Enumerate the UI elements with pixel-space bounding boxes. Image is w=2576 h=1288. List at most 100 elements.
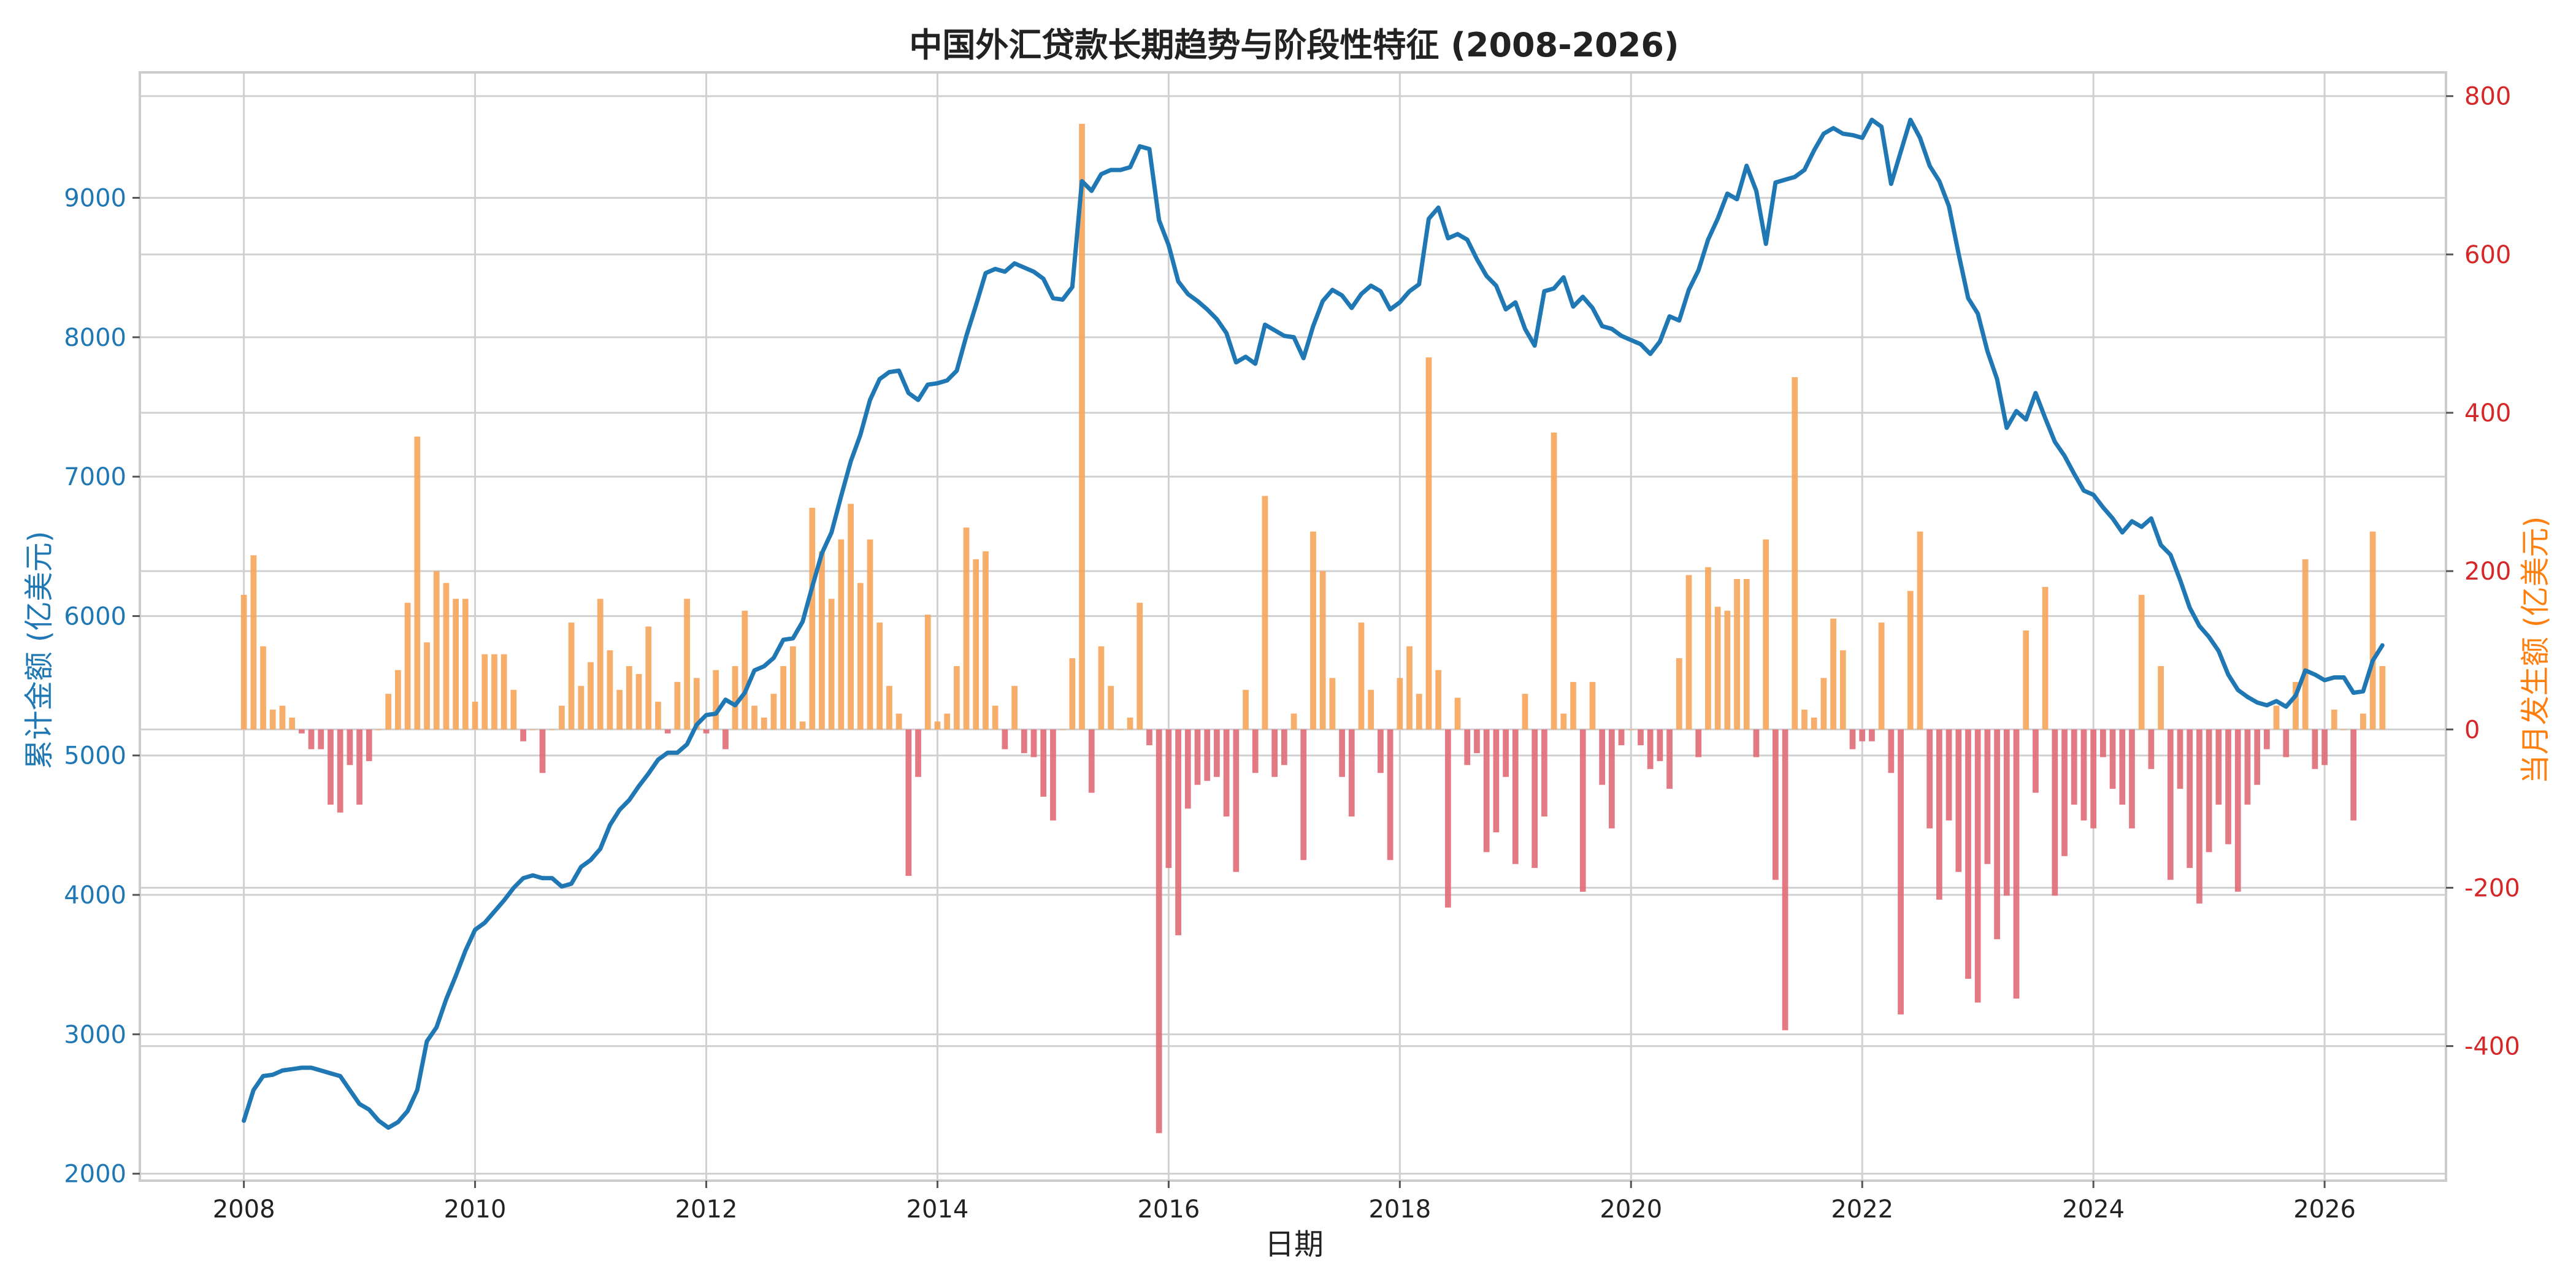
- monthly-bar: [2177, 729, 2183, 789]
- monthly-bar: [1782, 729, 1788, 1030]
- monthly-bar: [318, 729, 324, 749]
- x-tick-label: 2010: [444, 1195, 507, 1224]
- monthly-bar: [684, 599, 690, 730]
- monthly-bar: [1685, 575, 1692, 730]
- monthly-bar: [1589, 681, 1596, 730]
- monthly-bar: [2138, 594, 2145, 730]
- grid-lines: [140, 72, 2446, 1181]
- monthly-bar: [1869, 729, 1875, 742]
- monthly-bar: [578, 686, 585, 730]
- monthly-bar: [944, 713, 951, 730]
- monthly-bar: [2264, 729, 2270, 749]
- monthly-bar: [2003, 729, 2010, 896]
- monthly-bar: [520, 729, 526, 742]
- monthly-bar: [453, 599, 459, 730]
- plot-border: [139, 71, 2447, 1182]
- monthly-bar: [2340, 729, 2347, 730]
- monthly-bar: [1416, 694, 1422, 730]
- monthly-bar: [356, 729, 362, 805]
- monthly-bar: [347, 729, 353, 765]
- monthly-bar: [2119, 729, 2126, 805]
- monthly-bar: [328, 729, 334, 805]
- chart-title: 中国外汇贷款长期趋势与阶段性特征 (2008-2026): [909, 26, 1679, 64]
- monthly-bar: [655, 702, 661, 730]
- monthly-bar: [549, 729, 556, 730]
- monthly-bar: [1040, 729, 1047, 797]
- x-tick-label: 2026: [2293, 1195, 2356, 1224]
- plot-frame: [139, 71, 2447, 1182]
- monthly-bar: [2071, 729, 2077, 805]
- monthly-bar: [1657, 729, 1663, 761]
- monthly-bar: [1387, 729, 1393, 861]
- monthly-bar: [250, 555, 257, 730]
- monthly-bar: [2080, 729, 2087, 821]
- monthly-bar: [635, 673, 642, 730]
- monthly-bar: [1358, 623, 1365, 730]
- monthly-bar: [915, 729, 921, 777]
- monthly-bar: [713, 670, 719, 730]
- monthly-bar: [867, 539, 873, 730]
- monthly-bar: [1743, 579, 1750, 730]
- monthly-bar: [1406, 646, 1413, 730]
- monthly-bar: [1811, 717, 1817, 730]
- monthly-bar: [1801, 710, 1807, 730]
- x-tick-label: 2024: [2062, 1195, 2125, 1224]
- monthly-bar: [1666, 729, 1673, 789]
- monthly-bar: [424, 642, 430, 730]
- monthly-bar: [568, 623, 575, 730]
- y-left-tick-label: 4000: [64, 881, 126, 910]
- monthly-bar: [723, 729, 729, 749]
- monthly-bar: [1300, 729, 1307, 861]
- monthly-bar: [1830, 618, 1836, 730]
- monthly-bar: [289, 717, 296, 730]
- monthly-bar: [2187, 729, 2193, 868]
- monthly-bar: [1310, 531, 1316, 730]
- monthly-bar: [626, 666, 632, 730]
- monthly-bar: [1820, 678, 1827, 730]
- y-left-tick-label: 3000: [64, 1021, 126, 1049]
- monthly-bar: [1271, 729, 1278, 777]
- monthly-bar: [2013, 729, 2020, 999]
- monthly-bar: [761, 717, 767, 730]
- monthly-bar: [1907, 591, 1914, 730]
- monthly-bar: [2023, 630, 2030, 730]
- monthly-bar: [1945, 729, 1952, 821]
- monthly-bar: [2244, 729, 2251, 805]
- monthly-bar: [799, 721, 806, 730]
- monthly-bar: [1464, 729, 1471, 765]
- monthly-bar: [1262, 496, 1268, 730]
- monthly-bar: [1281, 729, 1287, 765]
- monthly-bar: [1503, 729, 1509, 777]
- monthly-bar: [828, 599, 835, 730]
- monthly-bar: [1859, 729, 1866, 742]
- monthly-bar: [992, 705, 999, 730]
- monthly-bar: [983, 551, 989, 730]
- monthly-bar: [1965, 729, 1971, 979]
- monthly-bar: [1974, 729, 1981, 1003]
- monthly-bar: [973, 559, 979, 730]
- monthly-bar: [1444, 729, 1451, 908]
- monthly-bar: [2379, 666, 2386, 730]
- monthly-bar: [693, 678, 700, 730]
- y-right-tick-label: 400: [2464, 399, 2511, 427]
- monthly-bar: [953, 666, 960, 730]
- monthly-bar: [2090, 729, 2097, 829]
- monthly-bar: [2100, 729, 2106, 757]
- monthly-bar: [1638, 729, 1644, 746]
- monthly-bar: [1647, 729, 1654, 769]
- monthly-bar: [539, 729, 546, 773]
- monthly-bar: [279, 705, 286, 730]
- monthly-bar: [1146, 729, 1152, 746]
- monthly-bar: [1368, 689, 1374, 730]
- monthly-bar: [1792, 377, 1798, 730]
- monthly-bar: [1541, 729, 1547, 817]
- monthly-bar: [1127, 717, 1133, 730]
- monthly-bar: [1243, 689, 1249, 730]
- monthly-bar: [2033, 729, 2039, 793]
- monthly-bar: [1059, 729, 1066, 730]
- monthly-bar: [895, 713, 902, 730]
- monthly-bar: [1608, 729, 1615, 829]
- monthly-bar: [1098, 646, 1105, 730]
- monthly-bar: [1560, 713, 1567, 730]
- monthly-bar: [1184, 729, 1191, 809]
